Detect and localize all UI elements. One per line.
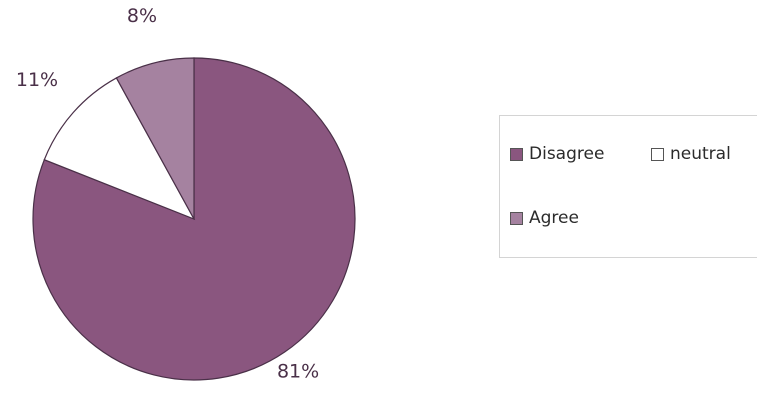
legend-label-neutral: neutral — [670, 144, 731, 164]
legend-swatch-disagree — [510, 147, 523, 161]
pie-slice-neutral — [43, 77, 196, 221]
slice-label-neutral: 11% — [16, 69, 58, 91]
legend-item-neutral: neutral — [651, 144, 731, 164]
legend-label-disagree: Disagree — [529, 144, 605, 164]
pie-slice-agree — [115, 57, 195, 220]
legend-swatch-neutral — [651, 147, 664, 161]
slice-labels: 81% 11% 8% — [16, 5, 319, 383]
legend-item-agree: Agree — [510, 208, 579, 228]
legend-label-agree: Agree — [529, 208, 579, 228]
legend-swatch-agree — [510, 211, 523, 225]
legend: Disagree neutral Agree — [499, 115, 757, 258]
legend-item-disagree: Disagree — [510, 144, 604, 164]
slice-label-agree: 8% — [127, 5, 157, 27]
slice-label-disagree: 81% — [277, 361, 319, 383]
pie-slices — [32, 57, 356, 381]
